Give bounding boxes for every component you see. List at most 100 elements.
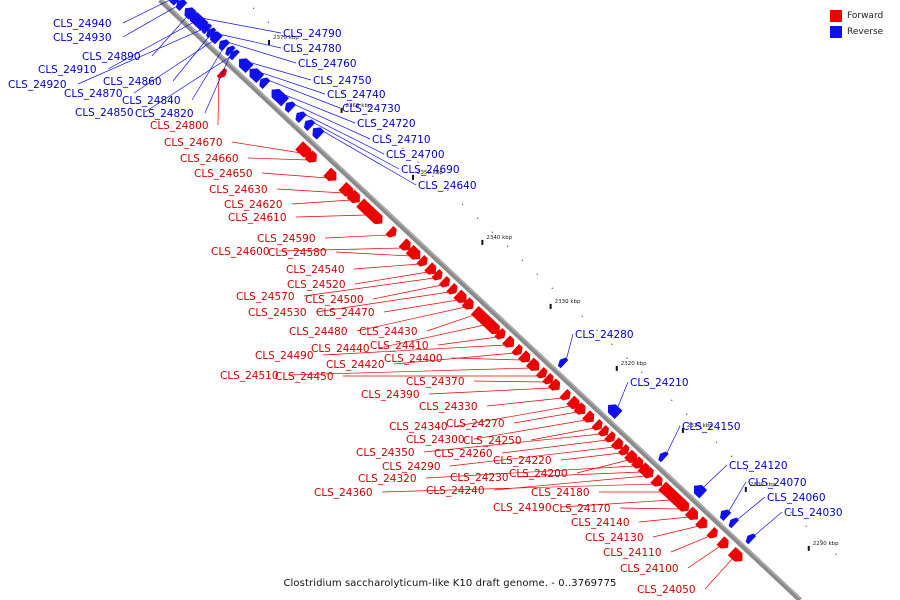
gene-label[interactable]: CLS_24510 bbox=[220, 370, 279, 382]
gene-label[interactable]: CLS_24050 bbox=[637, 584, 696, 596]
gene-arrow-cls-24600[interactable] bbox=[398, 238, 411, 251]
gene-arrow-cls-24610[interactable] bbox=[356, 198, 383, 225]
gene-arrow-cls-24210[interactable] bbox=[607, 404, 623, 420]
gene-arrow-cls-24370[interactable] bbox=[542, 372, 554, 385]
gene-label[interactable]: CLS_24430 bbox=[359, 326, 418, 338]
gene-arrow-cls-24450[interactable] bbox=[535, 366, 548, 379]
gene-label[interactable]: CLS_24180 bbox=[531, 487, 590, 499]
gene-arrow-cls-24030[interactable] bbox=[745, 533, 757, 545]
gene-arrow-cls-24360[interactable] bbox=[650, 474, 663, 487]
gene-label[interactable]: CLS_24210 bbox=[630, 377, 689, 389]
gene-arrow-cls-24340[interactable] bbox=[566, 395, 580, 409]
gene-label[interactable]: CLS_24360 bbox=[314, 487, 373, 499]
gene-label[interactable]: CLS_24920 bbox=[8, 79, 67, 91]
gene-label[interactable]: CLS_24670 bbox=[164, 137, 223, 149]
gene-arrow-cls-24390[interactable] bbox=[547, 378, 561, 391]
gene-label[interactable]: CLS_24730 bbox=[342, 103, 401, 115]
gene-arrow-cls-24700[interactable] bbox=[295, 111, 307, 124]
gene-arrow-cls-24220[interactable] bbox=[617, 443, 630, 456]
gene-label[interactable]: CLS_24640 bbox=[418, 180, 477, 192]
gene-label[interactable]: CLS_24890 bbox=[82, 51, 141, 63]
gene-arrow-cls-24710[interactable] bbox=[284, 101, 297, 114]
gene-arrow-cls-24510[interactable] bbox=[525, 357, 540, 371]
gene-arrow-cls-24140[interactable] bbox=[684, 506, 699, 520]
gene-label[interactable]: CLS_24940 bbox=[53, 18, 112, 30]
gene-arrow-cls-24110[interactable] bbox=[706, 526, 718, 539]
gene-label[interactable]: CLS_24300 bbox=[406, 434, 465, 446]
gene-label[interactable]: CLS_24630 bbox=[209, 184, 268, 196]
gene-label[interactable]: CLS_24540 bbox=[286, 264, 345, 276]
gene-label[interactable]: CLS_24870 bbox=[64, 88, 123, 100]
gene-label[interactable]: CLS_24280 bbox=[575, 329, 634, 341]
gene-label[interactable]: CLS_24720 bbox=[357, 118, 416, 130]
gene-arrow-cls-24300[interactable] bbox=[582, 410, 595, 423]
gene-arrow-cls-24070[interactable] bbox=[720, 509, 732, 522]
gene-arrow-cls-24490[interactable] bbox=[502, 335, 515, 348]
gene-label[interactable]: CLS_24700 bbox=[386, 149, 445, 161]
gene-label[interactable]: CLS_24580 bbox=[268, 247, 327, 259]
gene-arrow-cls-24240[interactable] bbox=[642, 466, 654, 479]
gene-label[interactable]: CLS_24790 bbox=[283, 28, 342, 40]
gene-arrow-cls-24200[interactable] bbox=[623, 449, 638, 463]
gene-arrow-cls-24620[interactable] bbox=[346, 189, 360, 203]
gene-label[interactable]: CLS_24530 bbox=[248, 307, 307, 319]
gene-arrow-cls-24250[interactable] bbox=[591, 418, 603, 431]
gene-arrow-cls-24290[interactable] bbox=[610, 437, 623, 450]
gene-label[interactable]: CLS_24320 bbox=[358, 473, 417, 485]
gene-label[interactable]: CLS_24520 bbox=[287, 279, 346, 291]
gene-label[interactable]: CLS_24450 bbox=[275, 371, 334, 383]
gene-arrow-cls-24260[interactable] bbox=[604, 430, 616, 443]
gene-label[interactable]: CLS_24760 bbox=[298, 58, 357, 70]
gene-label[interactable]: CLS_24260 bbox=[434, 448, 493, 460]
gene-arrow-cls-24400[interactable] bbox=[518, 350, 531, 363]
gene-label[interactable]: CLS_24440 bbox=[311, 343, 370, 355]
gene-label[interactable]: CLS_24060 bbox=[767, 492, 826, 504]
gene-label[interactable]: CLS_24610 bbox=[228, 212, 287, 224]
gene-arrow-cls-24130[interactable] bbox=[695, 516, 708, 529]
gene-arrow-cls-24350[interactable] bbox=[597, 424, 610, 437]
gene-arrow-cls-24690[interactable] bbox=[304, 119, 316, 132]
gene-arrow-cls-24480[interactable] bbox=[461, 297, 474, 310]
gene-label[interactable]: CLS_24200 bbox=[509, 468, 568, 480]
gene-arrow-cls-24280[interactable] bbox=[557, 357, 569, 369]
gene-label[interactable]: CLS_24690 bbox=[401, 164, 460, 176]
gene-label[interactable]: CLS_24150 bbox=[682, 421, 741, 433]
gene-label[interactable]: CLS_24120 bbox=[729, 460, 788, 472]
gene-label[interactable]: CLS_24230 bbox=[450, 472, 509, 484]
gene-arrow-cls-24470[interactable] bbox=[453, 289, 467, 303]
gene-arrow-cls-24590[interactable] bbox=[385, 225, 397, 238]
gene-label[interactable]: CLS_24930 bbox=[53, 32, 112, 44]
gene-arrow-cls-24050[interactable] bbox=[727, 546, 743, 562]
gene-label[interactable]: CLS_24330 bbox=[419, 401, 478, 413]
gene-label[interactable]: CLS_24660 bbox=[180, 153, 239, 165]
gene-arrow-cls-24170[interactable] bbox=[676, 499, 690, 512]
gene-label[interactable]: CLS_24420 bbox=[326, 359, 385, 371]
gene-label[interactable]: CLS_24400 bbox=[384, 353, 443, 365]
gene-label[interactable]: CLS_24500 bbox=[305, 294, 364, 306]
gene-label[interactable]: CLS_24750 bbox=[313, 75, 372, 87]
gene-arrow-cls-24060[interactable] bbox=[728, 517, 740, 529]
gene-arrow-cls-24720[interactable] bbox=[271, 88, 290, 107]
gene-label[interactable]: CLS_24860 bbox=[103, 76, 162, 88]
gene-label[interactable]: CLS_24130 bbox=[585, 532, 644, 544]
gene-arrow-cls-24270[interactable] bbox=[573, 402, 586, 415]
gene-arrow-cls-24120[interactable] bbox=[693, 485, 708, 499]
gene-label[interactable]: CLS_24570 bbox=[236, 291, 295, 303]
gene-label[interactable]: CLS_24850 bbox=[75, 107, 134, 119]
gene-label[interactable]: CLS_24780 bbox=[283, 43, 342, 55]
gene-arrow-cls-24570[interactable] bbox=[431, 268, 443, 281]
gene-arrow-cls-24500[interactable] bbox=[438, 275, 451, 288]
gene-label[interactable]: CLS_24490 bbox=[255, 350, 314, 362]
gene-arrow-cls-24660[interactable] bbox=[304, 150, 317, 163]
gene-label[interactable]: CLS_24290 bbox=[382, 461, 441, 473]
gene-label[interactable]: CLS_24070 bbox=[748, 477, 807, 489]
gene-label[interactable]: CLS_24220 bbox=[493, 455, 552, 467]
gene-label[interactable]: CLS_24170 bbox=[552, 503, 611, 515]
gene-label[interactable]: CLS_24270 bbox=[446, 418, 505, 430]
gene-label[interactable]: CLS_24620 bbox=[224, 199, 283, 211]
gene-label[interactable]: CLS_24600 bbox=[211, 246, 270, 258]
gene-arrow-cls-24530[interactable] bbox=[446, 282, 458, 295]
gene-label[interactable]: CLS_24030 bbox=[784, 507, 843, 519]
gene-label[interactable]: CLS_24340 bbox=[389, 421, 448, 433]
gene-arrow-cls-24150[interactable] bbox=[658, 451, 669, 463]
